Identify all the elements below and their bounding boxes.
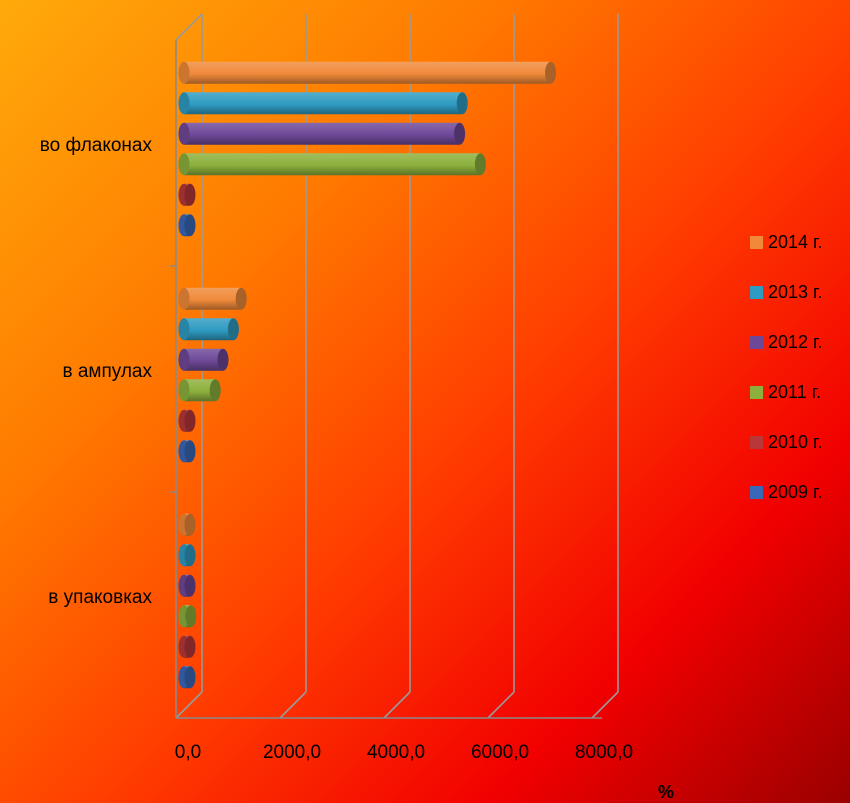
bar-2013г-0 bbox=[184, 92, 463, 115]
legend-label: 2010 г. bbox=[768, 432, 822, 452]
legend-swatch bbox=[750, 386, 763, 399]
floor-gridline bbox=[175, 691, 203, 719]
gridlines bbox=[175, 13, 619, 719]
bar-start-cap bbox=[178, 318, 190, 341]
bar-end-cap bbox=[209, 379, 221, 402]
bar-start-cap bbox=[178, 348, 190, 371]
bar-end-cap bbox=[217, 348, 229, 371]
bar-end-cap bbox=[184, 574, 196, 597]
category-label: в ампулах bbox=[62, 361, 152, 382]
floor-gridline bbox=[383, 691, 411, 719]
bar-end-cap bbox=[184, 183, 196, 206]
bar-end-cap bbox=[227, 318, 239, 341]
bar-2011г-0 bbox=[184, 153, 481, 176]
legend-label: 2013 г. bbox=[768, 282, 822, 302]
floor-gridline bbox=[279, 691, 307, 719]
bar-start-cap bbox=[178, 92, 190, 115]
bar-2012г-0 bbox=[184, 122, 460, 145]
bar-end-cap bbox=[454, 122, 466, 145]
bar-end-cap bbox=[456, 92, 468, 115]
bar-start-cap bbox=[178, 153, 190, 176]
bar-end-cap bbox=[184, 635, 196, 658]
legend-label: 2012 г. bbox=[768, 332, 822, 352]
legend-swatch bbox=[750, 436, 763, 449]
x-tick-label: 8000,0 bbox=[575, 742, 633, 763]
bar-2013г-1 bbox=[184, 318, 234, 341]
legend-swatch bbox=[750, 286, 763, 299]
x-axis-label: % bbox=[658, 782, 674, 802]
bar-end-cap bbox=[184, 513, 196, 536]
floor-gridline bbox=[591, 691, 619, 719]
bar-end-cap bbox=[184, 544, 196, 567]
legend: 2014 г. 2013 г. 2012 г. 2011 г. 2010 г. 2009 … bbox=[750, 232, 822, 502]
x-tick-labels: 0,0 2000,0 4000,0 6000,0 8000,0 bbox=[175, 742, 633, 763]
bar-end-cap bbox=[235, 287, 247, 310]
bar-end-cap bbox=[184, 666, 196, 689]
bar-2014г-1 bbox=[184, 287, 242, 310]
bar-end-cap bbox=[184, 409, 196, 432]
legend-label: 2009 г. bbox=[768, 482, 822, 502]
category-label: во флаконах bbox=[40, 135, 153, 156]
bar-2014г-0 bbox=[184, 61, 551, 84]
bars bbox=[178, 61, 557, 689]
bar-start-cap bbox=[178, 379, 190, 402]
legend-label: 2011 г. bbox=[768, 382, 821, 402]
bar-start-cap bbox=[178, 287, 190, 310]
legend-swatch bbox=[750, 486, 763, 499]
legend-label: 2014 г. bbox=[768, 232, 822, 252]
bar-end-cap bbox=[184, 214, 196, 237]
bar-end-cap bbox=[474, 153, 486, 176]
category-labels: во флаконах в ампулах в упаковках bbox=[40, 135, 153, 608]
legend-swatch bbox=[750, 236, 763, 249]
floor-gridline bbox=[487, 691, 515, 719]
x-tick-label: 2000,0 bbox=[263, 742, 321, 763]
side-wall-top bbox=[175, 13, 203, 41]
bar-end-cap bbox=[185, 605, 197, 628]
axes bbox=[170, 40, 602, 719]
bar-start-cap bbox=[178, 122, 190, 145]
legend-swatch bbox=[750, 336, 763, 349]
x-tick-label: 6000,0 bbox=[471, 742, 529, 763]
category-label: в упаковках bbox=[48, 587, 152, 608]
x-tick-label: 4000,0 bbox=[367, 742, 425, 763]
x-tick-label: 0,0 bbox=[175, 742, 201, 763]
bar-start-cap bbox=[178, 61, 190, 84]
bar-2012г-1 bbox=[184, 348, 223, 371]
bar-end-cap bbox=[545, 61, 557, 84]
bar-end-cap bbox=[184, 440, 196, 463]
bar-2011г-1 bbox=[184, 379, 216, 402]
